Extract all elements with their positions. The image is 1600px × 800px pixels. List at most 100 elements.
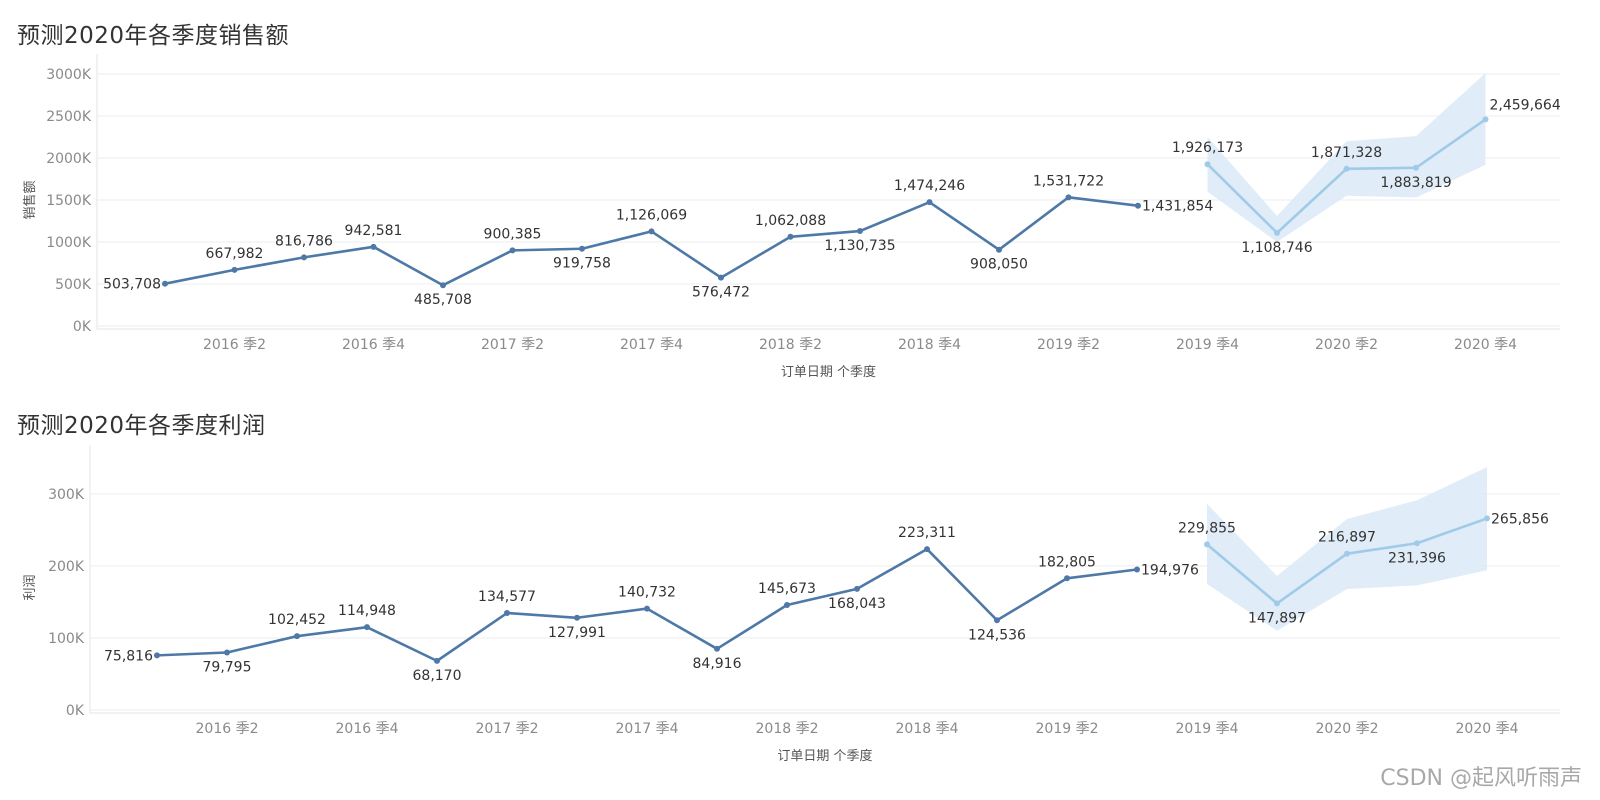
y-axis-title: 销售额: [22, 180, 38, 219]
y-grid: [90, 493, 1560, 711]
x-tick-label: 2019 季4: [1176, 721, 1239, 737]
y-tick-label: 2500K: [46, 109, 92, 125]
actual-point: [224, 649, 230, 656]
forecast-data-label: 1,883,819: [1380, 175, 1451, 191]
forecast-data-label: 2,459,664: [1490, 97, 1561, 113]
x-axis-title: 订单日期 个季度: [781, 364, 876, 380]
watermark: CSDN @起风听雨声: [1380, 766, 1582, 791]
forecast-data-label: 216,897: [1318, 530, 1376, 546]
actual-point: [579, 245, 585, 252]
chart-title-profit: 预测2020年各季度利润: [17, 413, 266, 439]
actual-point: [924, 546, 930, 553]
y-tick-label: 1500K: [46, 193, 92, 209]
forecast-point: [1343, 165, 1350, 172]
data-label: 182,805: [1038, 554, 1096, 570]
data-label: 503,708: [103, 277, 161, 293]
data-label: 102,452: [268, 612, 326, 628]
actual-point: [1134, 566, 1140, 573]
forecast-point: [1274, 600, 1280, 607]
data-label: 124,536: [968, 627, 1026, 643]
chart-title-sales: 预测2020年各季度销售额: [17, 23, 290, 49]
x-tick-label: 2017 季2: [476, 721, 539, 737]
forecast-point: [1274, 229, 1280, 236]
actual-point: [370, 243, 377, 250]
y-tick-label: 0K: [66, 703, 85, 719]
data-label: 1,126,069: [616, 207, 687, 223]
data-label: 485,708: [414, 292, 472, 308]
data-label: 1,431,854: [1142, 199, 1213, 215]
x-tick-label: 2017 季4: [620, 337, 683, 353]
data-label: 145,673: [758, 581, 816, 597]
actual-point: [231, 266, 238, 273]
y-tick-label: 300K: [48, 487, 85, 503]
data-label: 114,948: [338, 603, 396, 619]
forecast-data-label: 1,871,328: [1311, 145, 1382, 161]
actual-point: [994, 617, 1000, 624]
x-tick-label: 2016 季4: [342, 337, 405, 353]
data-label: 1,474,246: [894, 178, 965, 194]
actual-point: [1064, 575, 1070, 582]
actual-point: [1065, 194, 1072, 201]
y-tick-label: 2000K: [46, 151, 92, 167]
forecast-data-label: 147,897: [1248, 610, 1306, 626]
x-tick-label: 2018 季2: [756, 721, 819, 737]
x-axis-title: 订单日期 个季度: [777, 748, 872, 764]
data-label: 79,795: [203, 660, 252, 676]
forecast-band: [1207, 73, 1486, 242]
x-tick-label: 2018 季4: [896, 721, 959, 737]
data-label: 127,991: [548, 625, 606, 641]
forecast-point: [1484, 515, 1490, 522]
data-label: 68,170: [413, 668, 462, 684]
data-label: 900,385: [484, 226, 542, 242]
actual-point: [857, 228, 863, 235]
data-label: 667,982: [206, 246, 264, 262]
actual-point: [926, 199, 933, 206]
x-tick-label: 2020 季4: [1454, 337, 1517, 353]
forecast-data-label: 1,108,746: [1241, 240, 1312, 256]
x-tick-label: 2020 季2: [1316, 721, 1379, 737]
x-tick-label: 2016 季4: [336, 721, 399, 737]
forecast-point: [1482, 116, 1489, 123]
forecast-data-label: 1,926,173: [1172, 140, 1243, 156]
actual-point: [364, 624, 370, 631]
data-label: 223,311: [898, 525, 956, 541]
x-tick-label: 2017 季2: [481, 337, 544, 353]
actual-point: [648, 228, 655, 235]
y-axis-title: 利润: [23, 574, 38, 600]
data-label: 194,976: [1141, 563, 1199, 579]
actual-point: [1135, 202, 1141, 209]
actual-point: [294, 633, 300, 640]
forecast-point: [1204, 161, 1211, 168]
actual-point: [162, 280, 168, 287]
actual-point: [504, 610, 510, 617]
y-tick-label: 1000K: [46, 235, 92, 251]
data-label: 168,043: [828, 596, 886, 612]
data-label: 1,531,722: [1033, 173, 1104, 189]
forecast-point: [1413, 164, 1419, 171]
y-tick-label: 3000K: [46, 67, 92, 83]
y-tick-label: 200K: [48, 559, 85, 575]
x-tick-label: 2017 季4: [616, 721, 679, 737]
data-label: 1,062,088: [755, 213, 826, 229]
forecast-point: [1414, 540, 1420, 547]
profit-chart: 300K 200K 100K 0K 2016 季2 2016 季4 2017 季2 2017 …: [23, 445, 1560, 764]
x-tick-label: 2018 季2: [759, 337, 822, 353]
actual-point: [440, 282, 446, 289]
actual-point: [154, 652, 160, 659]
x-tick-label: 2019 季2: [1036, 721, 1099, 737]
y-tick-label: 500K: [55, 277, 92, 293]
data-label: 816,786: [275, 233, 333, 249]
actual-point: [574, 614, 580, 621]
actual-point: [854, 585, 860, 592]
actual-point: [301, 254, 307, 261]
data-label: 1,130,735: [824, 238, 895, 254]
data-label: 134,577: [478, 589, 536, 605]
forecast-point: [1204, 541, 1210, 548]
x-tick-label: 2020 季2: [1315, 337, 1378, 353]
y-tick-label: 0K: [73, 319, 92, 335]
data-label: 942,581: [345, 223, 403, 239]
data-label: 140,732: [618, 585, 676, 601]
y-grid: [97, 73, 1560, 327]
y-tick-label: 100K: [48, 631, 85, 647]
actual-point: [644, 605, 650, 612]
